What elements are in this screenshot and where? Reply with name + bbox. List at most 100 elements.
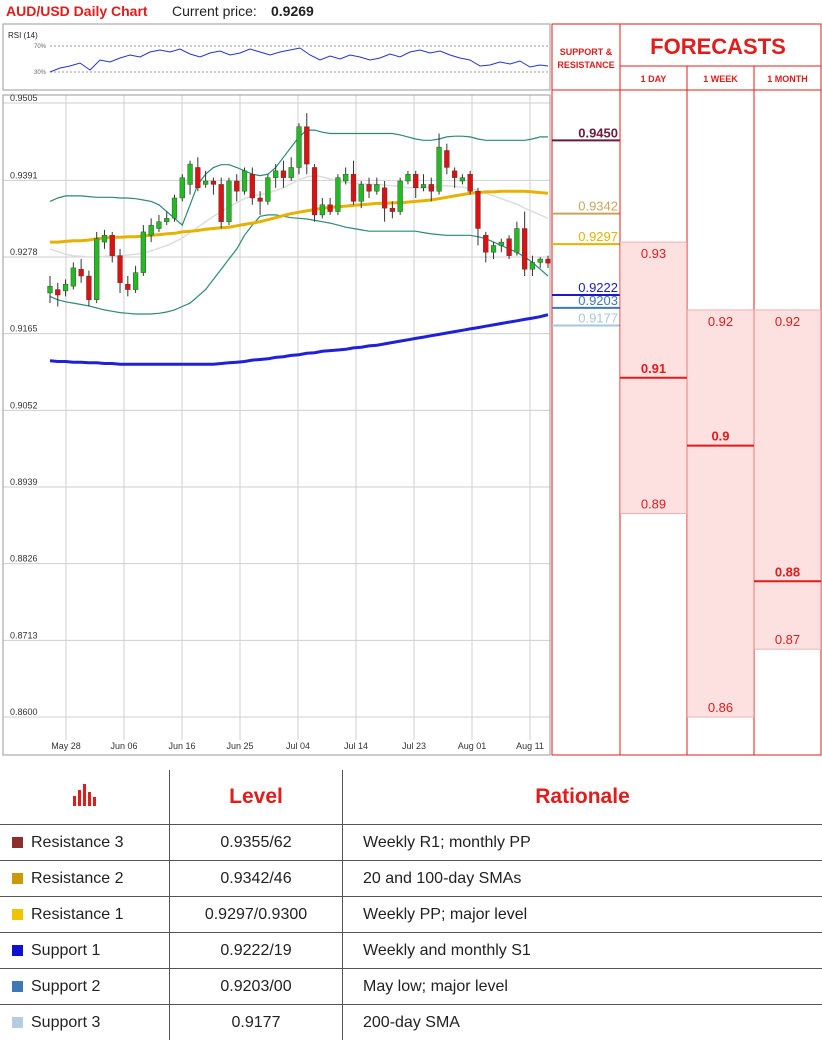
candle-body (452, 171, 457, 178)
candle-body (55, 290, 60, 295)
forecast-high-label: 0.93 (641, 246, 666, 261)
y-tick-label: 0.9391 (10, 170, 38, 180)
forecast-band (688, 310, 754, 717)
bar-chart-icon (0, 770, 170, 825)
candle (499, 239, 504, 253)
sr-level-label: 0.9297 (578, 229, 618, 244)
candle-body (250, 174, 255, 198)
candle-body (86, 276, 91, 300)
level-rationale: May low; major level (343, 969, 822, 1005)
level-rationale: Weekly PP; major level (343, 897, 822, 933)
rsi-30-label: 30% (34, 70, 47, 76)
candle (289, 157, 294, 181)
x-tick-label: Jul 04 (286, 741, 310, 751)
candle-body (367, 184, 372, 191)
candle-body (188, 164, 193, 184)
candle-body (437, 147, 442, 191)
candle (125, 276, 130, 296)
forecast-mid-label: 0.91 (641, 361, 666, 376)
forecast-high-label: 0.92 (708, 314, 733, 329)
candle-body (499, 242, 504, 245)
forecast-low-label: 0.89 (641, 496, 666, 511)
level-name: Support 2 (31, 978, 100, 995)
candle-body (530, 262, 535, 269)
candle-body (149, 225, 154, 235)
level-value: 0.9342/46 (170, 861, 343, 897)
candle (429, 178, 434, 202)
candle (79, 259, 84, 283)
candle (273, 164, 278, 188)
level-value: 0.9203/00 (170, 969, 343, 1005)
level-name-cell: Resistance 1 (0, 897, 170, 933)
level-value: 0.9355/62 (170, 825, 343, 861)
sr-level-label: 0.9342 (578, 199, 618, 214)
candle (242, 167, 247, 194)
level-color-swatch (12, 945, 23, 956)
candle (312, 164, 317, 222)
sma-grey-line (50, 176, 548, 257)
candle-body (265, 178, 270, 202)
candle-body (476, 191, 481, 228)
level-rationale: 20 and 100-day SMAs (343, 861, 822, 897)
level-color-swatch (12, 837, 23, 848)
candle-body (110, 235, 115, 255)
sr-level-label: 0.9203 (578, 293, 618, 308)
candle (48, 276, 53, 303)
candle-body (538, 259, 543, 262)
candle (265, 174, 270, 205)
candle-body (195, 167, 200, 187)
forecasts-title: FORECASTS (650, 34, 786, 59)
candle (382, 181, 387, 222)
sma-200-line (50, 315, 548, 365)
y-tick-label: 0.8713 (10, 630, 38, 640)
level-header: Level (170, 770, 343, 825)
level-color-swatch (12, 1017, 23, 1028)
candle (149, 218, 154, 242)
rationale-header: Rationale (343, 770, 822, 825)
level-name: Resistance 3 (31, 834, 124, 851)
price-grid (3, 95, 550, 740)
forecast-band (755, 310, 821, 649)
candle-body (203, 181, 208, 184)
candle-body (63, 284, 68, 291)
candle (133, 266, 138, 293)
forecast-column-header: 1 DAY (641, 74, 667, 84)
candle-body (328, 205, 333, 212)
forecast-mid-label: 0.9 (711, 429, 729, 444)
x-tick-label: Jun 25 (226, 741, 253, 751)
candle-body (172, 198, 177, 218)
rsi-panel (3, 24, 550, 90)
level-name-cell: Support 1 (0, 933, 170, 969)
candle-body (406, 174, 411, 181)
candle-body (304, 127, 309, 164)
candle (141, 225, 146, 276)
candle-body (258, 198, 263, 201)
rsi-label: RSI (14) (8, 31, 38, 40)
candle-body (444, 150, 449, 167)
candle-body (242, 171, 247, 191)
x-tick-label: Jun 06 (110, 741, 137, 751)
candle-body (421, 184, 426, 187)
candle-body (468, 174, 473, 191)
candle-body (164, 218, 169, 221)
candle-body (359, 184, 364, 201)
candle-body (351, 174, 356, 201)
level-color-swatch (12, 873, 23, 884)
y-tick-label: 0.9052 (10, 400, 38, 410)
candle (320, 198, 325, 218)
candle-body (219, 184, 224, 221)
candle-body (343, 174, 348, 181)
candle-body (281, 171, 286, 178)
candle (219, 178, 224, 229)
level-name: Support 1 (31, 942, 100, 959)
y-tick-label: 0.8826 (10, 554, 38, 564)
candle-body (382, 188, 387, 208)
candle-body (297, 127, 302, 168)
